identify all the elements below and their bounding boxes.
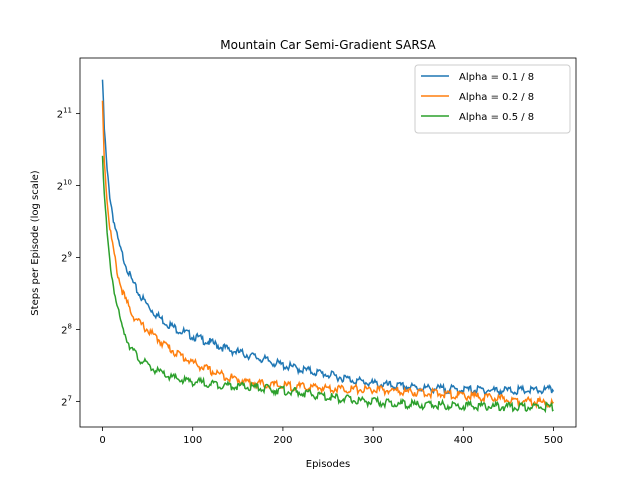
y-tick-label: 27	[61, 394, 72, 408]
x-axis: 0 100 200 300 400 500	[99, 427, 563, 446]
series-line-3	[101, 155, 554, 414]
y-axis-label: Steps per Episode (log scale)	[30, 170, 41, 315]
y-tick-label: 29	[61, 250, 72, 264]
series-line-2	[101, 100, 555, 409]
x-axis-label: Episodes	[306, 459, 350, 470]
y-tick-label: 28	[61, 322, 72, 336]
y-tick-label: 211	[57, 107, 72, 121]
legend: Alpha = 0.1 / 8 Alpha = 0.2 / 8 Alpha = 0.…	[414, 64, 571, 134]
x-tick-label: 100	[183, 435, 202, 446]
y-tick-label: 210	[57, 179, 72, 193]
x-tick-label: 500	[544, 435, 563, 446]
x-tick-label: 400	[454, 435, 473, 446]
plot-area	[79, 57, 577, 428]
chart-title: Mountain Car Semi-Gradient SARSA	[220, 38, 436, 52]
x-tick-label: 200	[273, 435, 292, 446]
series-line-1	[101, 79, 555, 397]
legend-box	[414, 64, 571, 134]
series-group	[101, 79, 555, 414]
y-axis: 27 28 29 210 211	[57, 107, 80, 408]
x-tick-label: 300	[364, 435, 383, 446]
legend-label: Alpha = 0.2 / 8	[459, 92, 534, 103]
x-tick-label: 0	[99, 435, 105, 446]
plot-frame	[79, 57, 577, 428]
legend-label: Alpha = 0.5 / 8	[459, 112, 534, 123]
legend-label: Alpha = 0.1 / 8	[459, 72, 534, 83]
